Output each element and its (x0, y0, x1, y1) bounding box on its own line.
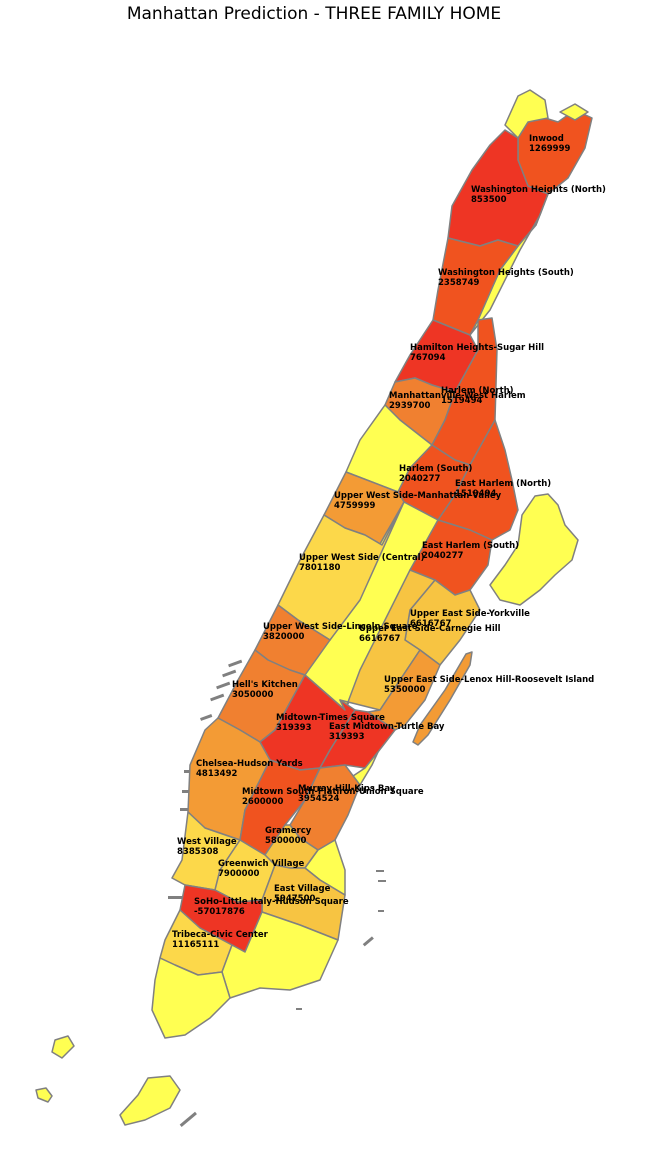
neighborhood-value-label: 4759999 (334, 501, 375, 511)
neighborhood-name-label: Upper West Side (Central) (299, 553, 425, 563)
neighborhood-name-label: Upper East Side-Yorkville (410, 609, 530, 619)
pier (182, 790, 192, 793)
neighborhood-value-label: 5947500 (274, 894, 315, 904)
neighborhood-value-label: 3820000 (263, 632, 304, 642)
neighborhood-value-label: 4813492 (196, 769, 237, 779)
neighborhood-value-label: 11165111 (172, 940, 219, 950)
region-inwood-hill[interactable] (504, 89, 549, 139)
region-washington-heights-south[interactable] (432, 237, 519, 336)
neighborhood-name-label: Chelsea-Hudson Yards (196, 759, 303, 769)
neighborhood-value-label: 2040277 (399, 474, 440, 484)
neighborhood-name-label: Midtown South-Flatiron-Union Square (242, 787, 424, 797)
neighborhood-value-label: 2939700 (389, 401, 430, 411)
neighborhood-name-label: Harlem (North) (441, 386, 514, 396)
region-roosevelt-island[interactable] (412, 651, 473, 746)
neighborhood-name-label: East Harlem (North) (455, 479, 551, 489)
neighborhood-value-label: -57017876 (194, 907, 245, 917)
neighborhood-name-label: Inwood (529, 134, 564, 144)
neighborhood-value-label: 8385308 (177, 847, 218, 857)
pier (200, 714, 213, 721)
pier (228, 659, 243, 668)
neighborhood-value-label: 7900000 (218, 869, 259, 879)
neighborhood-name-label: Midtown-Times Square (276, 713, 385, 723)
pier (362, 936, 374, 947)
neighborhood-value-label: 2600000 (242, 797, 283, 807)
neighborhood-name-label: Tribeca-Civic Center (172, 930, 269, 940)
neighborhood-name-label: Harlem (South) (399, 464, 473, 474)
region-randalls-island[interactable] (489, 493, 579, 606)
neighborhood-value-label: 319393 (276, 723, 312, 733)
neighborhood-value-label: 767094 (410, 353, 446, 363)
neighborhood-value-label: 319393 (329, 732, 365, 742)
pier (210, 693, 225, 702)
region-lower-east-side[interactable] (221, 911, 339, 999)
neighborhood-name-label: Upper East Side-Carnegie Hill (359, 624, 501, 634)
neighborhood-value-label: 2358749 (438, 278, 479, 288)
neighborhood-value-label: 5350000 (384, 685, 425, 695)
neighborhood-name-label: West Village (177, 837, 237, 847)
neighborhood-value-label: 853500 (471, 195, 507, 205)
neighborhood-value-label: 3050000 (232, 690, 273, 700)
region-uws-central[interactable] (277, 501, 405, 641)
neighborhood-name-label: Hell's Kitchen (232, 680, 298, 690)
neighborhood-value-label: 3954524 (298, 794, 339, 804)
neighborhood-name-label: East Village (274, 884, 331, 894)
neighborhood-name-label: Manhattanville-West Harlem (389, 391, 526, 401)
neighborhood-value-label: 1519494 (441, 396, 482, 406)
neighborhood-regions (35, 89, 593, 1126)
neighborhood-name-label: Hamilton Heights-Sugar Hill (410, 343, 544, 353)
region-governors-island[interactable] (119, 1075, 181, 1126)
pier (180, 808, 190, 811)
region-financial-district[interactable] (151, 957, 231, 1039)
pier (376, 870, 384, 872)
neighborhood-value-label: 6616767 (410, 619, 451, 629)
neighborhood-name-label: SoHo-Little Italy-Hudson Square (194, 897, 349, 907)
pier (168, 896, 182, 899)
pier (216, 681, 231, 690)
pier (296, 1008, 302, 1010)
neighborhood-value-label: 5800000 (265, 836, 306, 846)
neighborhood-name-label: Greenwich Village (218, 859, 305, 869)
pier (378, 880, 386, 882)
pier (222, 669, 237, 678)
neighborhood-value-label: 1269999 (529, 144, 570, 154)
pier (378, 910, 384, 912)
neighborhood-name-label: Upper West Side-Manhattan Valley (334, 491, 502, 501)
neighborhood-name-label: Upper West Side-Lincoln Square (263, 622, 418, 632)
region-ues-lenox-hill[interactable] (367, 649, 441, 731)
neighborhood-value-label: 6616767 (359, 634, 400, 644)
neighborhood-name-label: Washington Heights (North) (471, 185, 606, 195)
pier (179, 1111, 197, 1127)
region-ellis-island[interactable] (35, 1087, 53, 1103)
neighborhood-name-label: Gramercy (265, 826, 312, 836)
neighborhood-name-label: East Harlem (South) (422, 541, 519, 551)
region-liberty-island[interactable] (51, 1035, 75, 1059)
piers (168, 659, 386, 1127)
neighborhood-value-label: 7801180 (299, 563, 340, 573)
neighborhood-name-label: Upper East Side-Lenox Hill-Roosevelt Isl… (384, 675, 594, 685)
neighborhood-name-label: East Midtown-Turtle Bay (329, 722, 445, 732)
map-title: Manhattan Prediction - THREE FAMILY HOME (126, 4, 502, 24)
neighborhood-name-label: Washington Heights (South) (438, 268, 574, 278)
region-inwood-tip[interactable] (559, 103, 589, 121)
neighborhood-value-label: 1519494 (455, 489, 496, 499)
neighborhood-name-label: Murray Hill-Kips Bay (298, 784, 396, 794)
neighborhood-value-label: 2040277 (422, 551, 463, 561)
